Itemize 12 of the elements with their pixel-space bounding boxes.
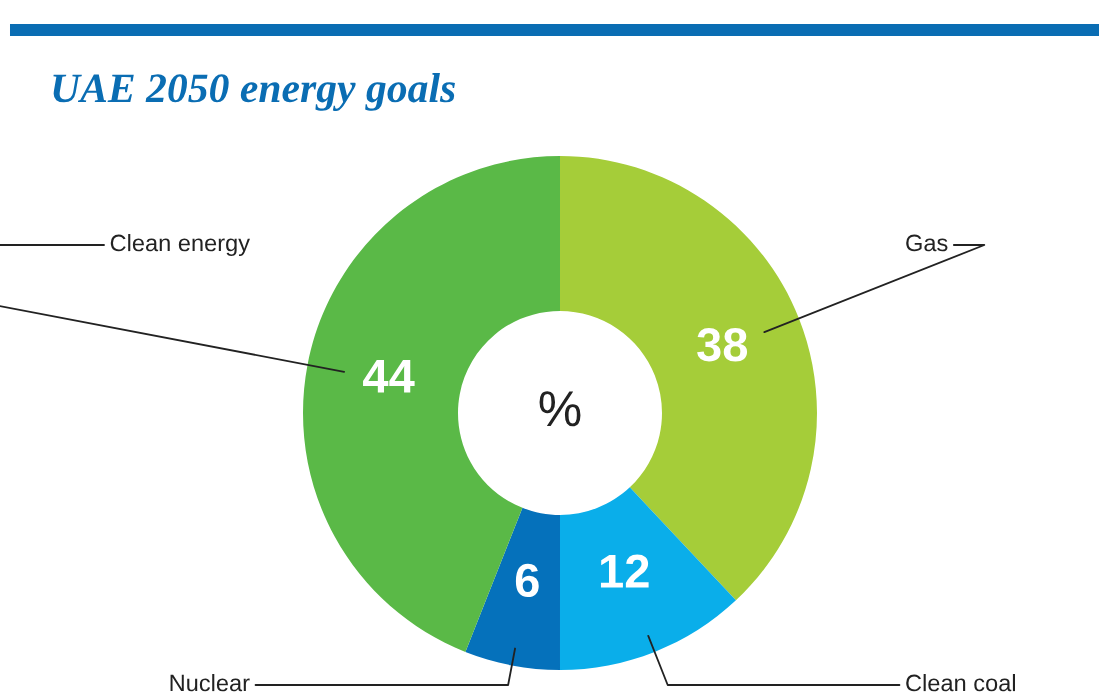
data-label: 38 <box>697 328 748 362</box>
data-label: 6 <box>515 563 539 598</box>
slice-label: Nuclear <box>170 673 250 692</box>
data-label: 12 <box>600 554 649 588</box>
data-label: 44 <box>363 360 415 393</box>
donut-slice <box>560 487 736 670</box>
text: % <box>539 391 581 427</box>
slice-label: Clean coal <box>906 673 1015 692</box>
slice-label: Clean energy <box>110 234 250 257</box>
donut-slice <box>465 507 560 670</box>
slice-label: Gas <box>906 234 948 252</box>
chart-title: UAE 2050 energy goals <box>53 73 455 111</box>
